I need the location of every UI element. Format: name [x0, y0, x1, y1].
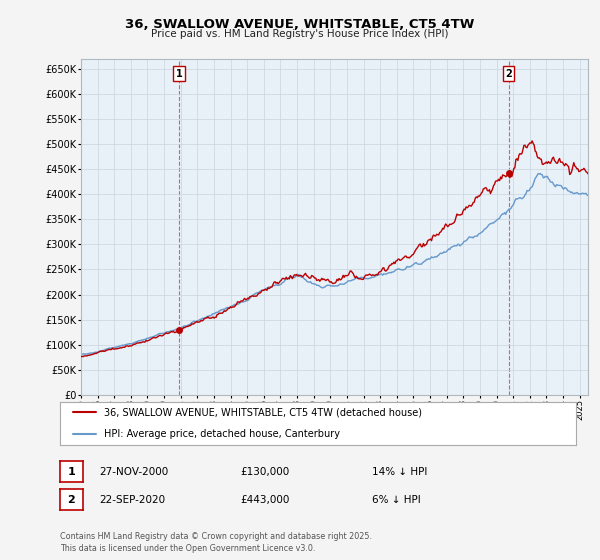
Text: 27-NOV-2000: 27-NOV-2000: [99, 466, 168, 477]
Text: 6% ↓ HPI: 6% ↓ HPI: [372, 494, 421, 505]
Text: Price paid vs. HM Land Registry's House Price Index (HPI): Price paid vs. HM Land Registry's House …: [151, 29, 449, 39]
Text: 2: 2: [505, 69, 512, 79]
Text: £443,000: £443,000: [240, 494, 289, 505]
Text: HPI: Average price, detached house, Canterbury: HPI: Average price, detached house, Cant…: [104, 430, 340, 439]
Text: £130,000: £130,000: [240, 466, 289, 477]
Text: 2: 2: [68, 494, 75, 505]
Text: 1: 1: [176, 69, 182, 79]
Text: 22-SEP-2020: 22-SEP-2020: [99, 494, 165, 505]
Text: 36, SWALLOW AVENUE, WHITSTABLE, CT5 4TW (detached house): 36, SWALLOW AVENUE, WHITSTABLE, CT5 4TW …: [104, 408, 422, 417]
Text: Contains HM Land Registry data © Crown copyright and database right 2025.
This d: Contains HM Land Registry data © Crown c…: [60, 533, 372, 553]
Text: 1: 1: [68, 466, 75, 477]
Text: 14% ↓ HPI: 14% ↓ HPI: [372, 466, 427, 477]
Text: 36, SWALLOW AVENUE, WHITSTABLE, CT5 4TW: 36, SWALLOW AVENUE, WHITSTABLE, CT5 4TW: [125, 18, 475, 31]
